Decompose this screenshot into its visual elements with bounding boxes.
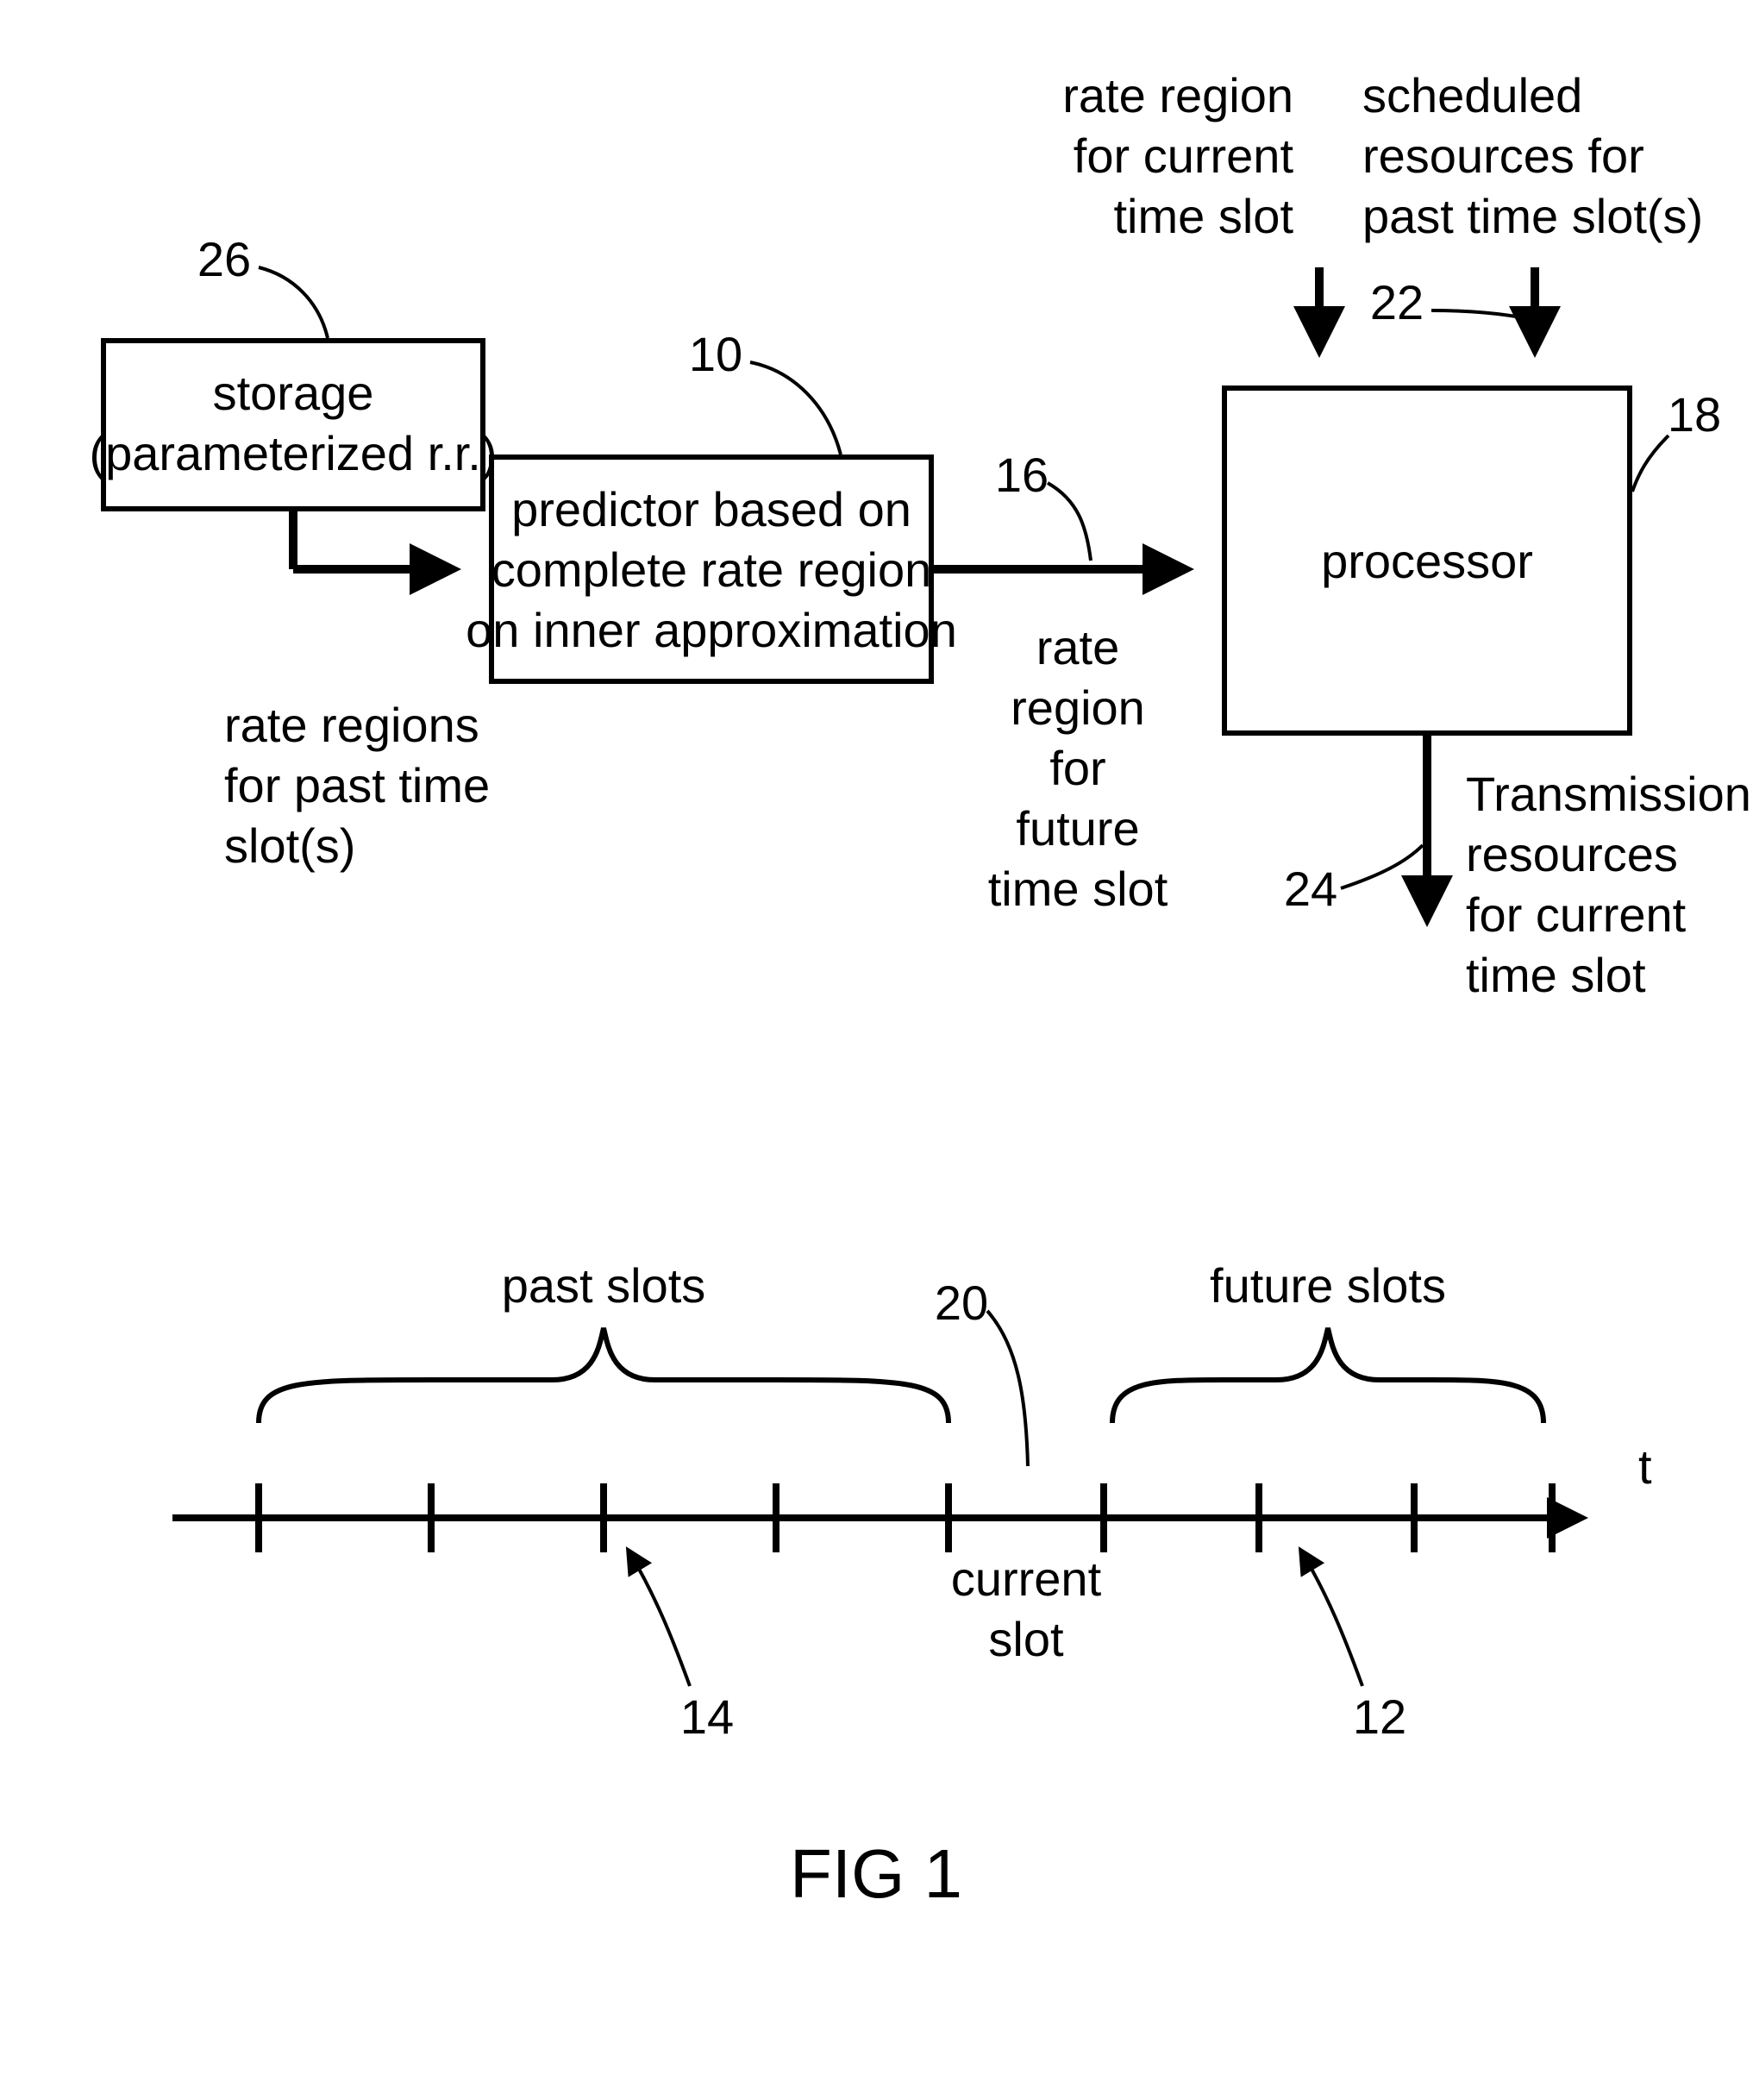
- svg-text:future: future: [1016, 801, 1139, 856]
- processor-label: processor: [1321, 534, 1533, 588]
- svg-text:resources for: resources for: [1362, 129, 1644, 183]
- storage-box: storage (parameterized r.r.): [89, 341, 497, 509]
- svg-text:future slots: future slots: [1210, 1258, 1446, 1313]
- svg-text:time slot: time slot: [1114, 189, 1294, 243]
- svg-text:for past time: for past time: [224, 758, 490, 812]
- svg-text:rate: rate: [1036, 620, 1120, 674]
- predictor-line1: predictor based on: [511, 482, 911, 536]
- svg-text:t: t: [1638, 1439, 1652, 1494]
- svg-text:22: 22: [1370, 275, 1424, 329]
- svg-text:slot(s): slot(s): [224, 818, 355, 873]
- processor-box: processor: [1224, 388, 1630, 733]
- svg-text:current: current: [951, 1551, 1102, 1606]
- future-brace: [1112, 1328, 1543, 1423]
- svg-text:time slot: time slot: [1466, 948, 1646, 1002]
- svg-text:rate region: rate region: [1062, 68, 1293, 122]
- svg-text:10: 10: [689, 327, 742, 381]
- svg-text:14: 14: [680, 1689, 734, 1744]
- predictor-box: predictor based on complete rate region …: [466, 457, 957, 681]
- figure-label: FIG 1: [790, 1835, 962, 1912]
- past-brace: [259, 1328, 948, 1423]
- svg-text:for current: for current: [1074, 129, 1294, 183]
- svg-text:12: 12: [1353, 1689, 1406, 1744]
- svg-text:time slot: time slot: [988, 862, 1168, 916]
- svg-text:past time slot(s): past time slot(s): [1362, 189, 1703, 243]
- svg-text:for: for: [1049, 741, 1105, 795]
- svg-text:18: 18: [1668, 387, 1721, 442]
- storage-line2: (parameterized r.r.): [89, 426, 497, 480]
- svg-text:scheduled: scheduled: [1362, 68, 1582, 122]
- svg-text:20: 20: [935, 1276, 988, 1330]
- arrow-rate-region-current: rate region for current time slot: [1062, 68, 1319, 345]
- arrow-scheduled-resources: scheduled resources for past time slot(s…: [1362, 68, 1703, 345]
- processor-ref: 18: [1632, 387, 1721, 492]
- storage-ref: 26: [197, 232, 328, 338]
- svg-text:Transmission: Transmission: [1466, 767, 1751, 821]
- arrow-storage-predictor: rate regions for past time slot(s): [207, 509, 490, 873]
- timeline: t past slots current slot future slots 1…: [172, 1258, 1652, 1744]
- svg-text:slot: slot: [988, 1612, 1064, 1666]
- figure-1: storage (parameterized r.r.) 26 predicto…: [0, 0, 1753, 2100]
- arrow-processor-output: 24 Transmission resources for current ti…: [1284, 733, 1751, 1002]
- svg-text:past slots: past slots: [502, 1258, 706, 1313]
- storage-line1: storage: [213, 366, 374, 420]
- svg-text:26: 26: [197, 232, 251, 286]
- svg-text:16: 16: [995, 448, 1049, 502]
- predictor-ref: 10: [689, 327, 841, 454]
- svg-text:region: region: [1011, 680, 1145, 735]
- svg-text:24: 24: [1284, 862, 1337, 916]
- svg-text:rate regions: rate regions: [224, 698, 479, 752]
- predictor-line2: complete rate region: [491, 542, 932, 597]
- arrow-predictor-processor: 16 rate region for future time slot: [931, 448, 1181, 916]
- predictor-line3: on inner approximation: [466, 603, 957, 657]
- svg-text:resources: resources: [1466, 827, 1678, 881]
- svg-text:for current: for current: [1466, 887, 1687, 942]
